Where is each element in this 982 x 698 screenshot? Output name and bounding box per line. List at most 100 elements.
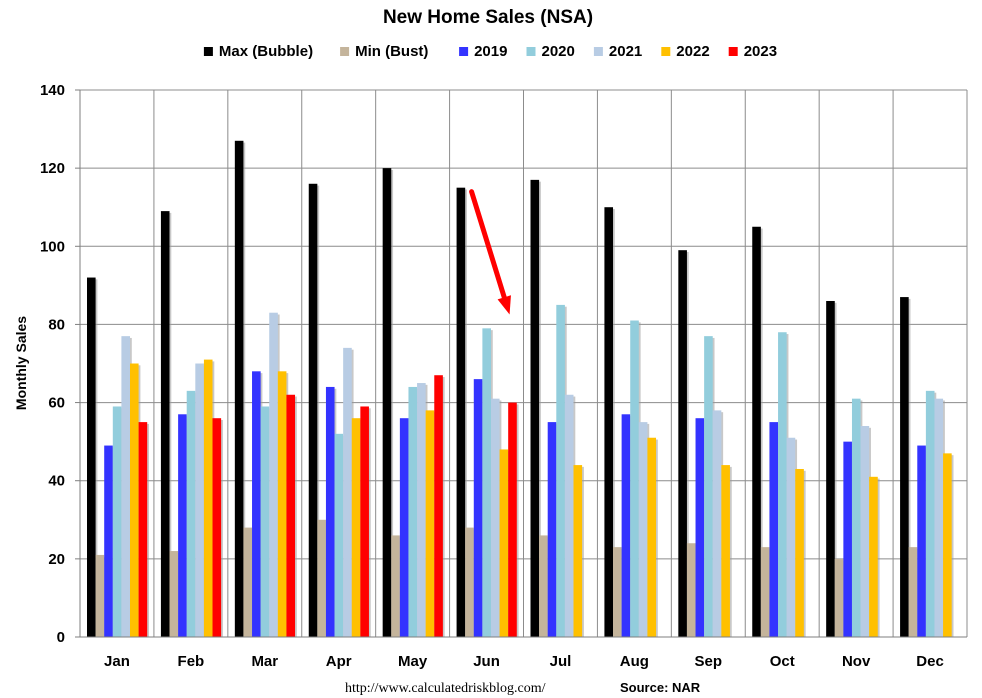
y-tick-label: 40 <box>48 473 65 490</box>
bar-2021-jun <box>490 398 500 637</box>
bar-min-bust-jan <box>95 554 105 637</box>
bar-2019-sep <box>695 418 705 637</box>
legend-swatch-2022 <box>661 47 671 56</box>
y-tick-label: 100 <box>40 238 65 255</box>
bar-2020-nov <box>851 398 861 637</box>
bar-min-bust-aug <box>613 547 622 637</box>
bar-2020-jan <box>112 406 122 637</box>
footer-source: Source: NAR <box>620 680 701 695</box>
bar-2021-nov <box>860 426 870 637</box>
bar-2023-feb <box>212 418 222 637</box>
bar-2019-oct <box>769 422 779 637</box>
bar-min-bust-nov <box>834 558 844 637</box>
bar-min-bust-mar <box>243 527 253 637</box>
bar-max-bubble-aug <box>604 207 614 637</box>
bar-max-bubble-jan <box>87 277 96 637</box>
x-tick-label-oct: Oct <box>770 653 795 670</box>
bar-2022-may <box>425 410 435 637</box>
y-tick-label: 0 <box>57 629 65 646</box>
legend-swatch-max-bubble <box>203 47 213 56</box>
annotations <box>469 189 511 315</box>
y-tick-label: 60 <box>48 395 65 412</box>
bar-2021-mar <box>269 312 278 637</box>
bar-2019-mar <box>252 371 261 637</box>
x-tick-label-jul: Jul <box>550 653 572 670</box>
bar-2020-may <box>408 386 418 637</box>
y-tick-label: 120 <box>40 160 65 177</box>
annotation-arrow-head <box>497 295 511 315</box>
bar-2020-dec <box>925 390 935 637</box>
footer-url: http://www.calculatedriskblog.com/ <box>345 681 546 696</box>
bar-min-bust-jul <box>539 535 548 637</box>
bar-2022-sep <box>721 465 730 637</box>
bar-2022-jul <box>573 465 583 637</box>
annotation-arrow-shaft <box>469 189 507 300</box>
bar-max-bubble-may <box>382 168 392 637</box>
x-tick-label-jan: Jan <box>104 653 130 670</box>
y-tick-label: 80 <box>48 316 65 333</box>
y-axis-label: Monthly Sales <box>13 316 29 410</box>
x-tick-label-feb: Feb <box>178 653 205 670</box>
bar-2019-jan <box>104 445 113 637</box>
bar-2021-may <box>417 383 426 637</box>
bar-min-bust-oct <box>760 547 770 637</box>
bar-2021-aug <box>638 422 648 637</box>
bar-min-bust-apr <box>317 519 326 637</box>
legend-label-2023: 2023 <box>744 43 777 60</box>
y-ticks: 0 20 40 60 80 100 120 140 <box>40 82 80 646</box>
bar-2022-nov <box>869 476 878 637</box>
bar-2020-sep <box>704 336 713 637</box>
legend-label-2019: 2019 <box>474 43 507 60</box>
bar-2019-dec <box>917 445 926 637</box>
x-tick-label-may: May <box>398 653 428 670</box>
chart-title: New Home Sales (NSA) <box>383 7 593 28</box>
bar-min-bust-sep <box>686 543 696 637</box>
legend-label-max-bubble: Max (Bubble) <box>219 43 313 60</box>
axes <box>79 90 967 638</box>
legend-swatch-2023 <box>728 47 738 56</box>
legend-label-2021: 2021 <box>609 43 642 60</box>
bar-2020-apr <box>334 433 344 637</box>
x-tick-label-dec: Dec <box>916 653 944 670</box>
x-tick-label-nov: Nov <box>842 653 871 670</box>
bar-2021-jan <box>121 336 130 637</box>
bar-2022-jun <box>499 449 509 637</box>
bar-2021-sep <box>712 410 722 637</box>
bar-2022-aug <box>647 437 657 637</box>
bar-2023-may <box>434 375 443 637</box>
bar-min-bust-jun <box>465 527 474 637</box>
bar-max-bubble-feb <box>160 211 170 637</box>
bar-max-bubble-sep <box>678 250 687 637</box>
bar-2020-aug <box>630 320 639 637</box>
y-tick-label: 20 <box>48 551 65 568</box>
bar-2023-apr <box>360 406 369 637</box>
bar-max-bubble-jul <box>530 179 540 637</box>
bar-2021-feb <box>195 363 204 637</box>
bar-2022-feb <box>203 359 213 637</box>
bar-2020-jun <box>482 328 491 637</box>
legend-swatch-2021 <box>593 47 603 56</box>
legend-swatch-min-bust <box>340 47 350 56</box>
x-tick-label-jun: Jun <box>473 653 500 670</box>
bar-2021-jul <box>564 394 574 637</box>
bar-2019-aug <box>621 414 631 637</box>
bar-2022-dec <box>943 453 952 637</box>
bar-2023-jan <box>138 422 148 637</box>
legend-label-min-bust: Min (Bust) <box>355 43 428 60</box>
legend-label-2020: 2020 <box>542 43 575 60</box>
bar-max-bubble-mar <box>234 140 244 638</box>
bar-2021-dec <box>934 398 944 637</box>
bar-max-bubble-oct <box>752 226 761 637</box>
bar-2019-apr <box>325 386 335 637</box>
bar-2019-jun <box>473 379 483 637</box>
bar-2019-jul <box>547 422 557 637</box>
bar-max-bubble-dec <box>900 297 909 637</box>
y-tick-label: 140 <box>40 82 65 99</box>
legend-swatch-2019 <box>459 47 469 56</box>
bar-max-bubble-nov <box>826 300 835 637</box>
bar-2022-mar <box>277 371 287 637</box>
legend-swatch-2020 <box>526 47 536 56</box>
bar-2019-nov <box>843 441 852 637</box>
bar-2022-oct <box>795 468 804 637</box>
